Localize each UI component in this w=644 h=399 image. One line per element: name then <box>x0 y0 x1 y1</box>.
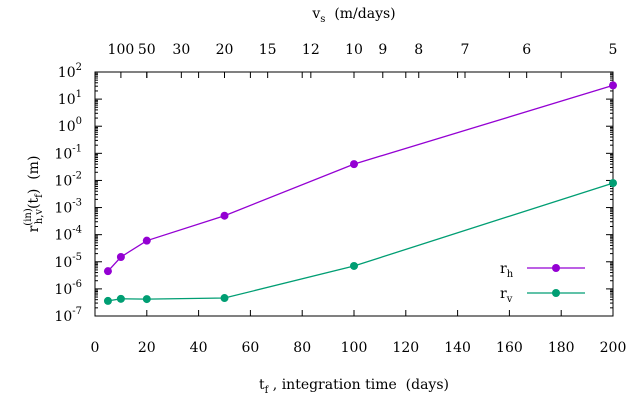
legend-label: rh <box>500 261 514 280</box>
top-axis-title: vs (m/days) <box>311 6 395 25</box>
x-tick-label: 140 <box>444 340 471 356</box>
legend-swatch-marker <box>552 264 560 272</box>
y-tick-label: 100 <box>58 116 82 135</box>
x-tick-label: 20 <box>138 340 156 356</box>
x-tick-label: 80 <box>293 340 311 356</box>
x-tick-label: 120 <box>392 340 419 356</box>
x-tick-label: 160 <box>496 340 523 356</box>
top-tick-label: 100 <box>108 42 135 58</box>
y-tick-label: 10-3 <box>54 198 82 217</box>
data-point-r-h <box>220 211 229 220</box>
y-tick-label: 10-4 <box>54 225 82 244</box>
y-tick-label: 101 <box>58 89 82 108</box>
data-point-r-v <box>220 294 229 303</box>
x-tick-label: 180 <box>548 340 575 356</box>
top-tick-label: 12 <box>302 42 320 58</box>
x-tick-label: 60 <box>241 340 259 356</box>
top-tick-label: 15 <box>259 42 277 58</box>
y-axis-title: r(in)h,v(tf) (m) <box>23 156 45 233</box>
legend: rh rv <box>500 261 585 305</box>
legend-swatch-marker <box>552 289 560 297</box>
y-tick-label: 10-7 <box>54 306 82 325</box>
x-tick-label: 40 <box>190 340 208 356</box>
top-tick-label: 10 <box>345 42 363 58</box>
top-tick-label: 6 <box>522 42 531 58</box>
data-point-r-h <box>116 253 125 262</box>
data-point-r-h <box>350 160 358 169</box>
data-point-r-h <box>142 236 151 245</box>
y-tick-label: 10-5 <box>54 252 82 271</box>
data-point-r-v <box>103 296 112 305</box>
series-line-r-v <box>107 182 614 302</box>
y-tick-label: 102 <box>58 62 82 81</box>
x-tick-label: 200 <box>600 340 627 356</box>
top-tick-label: 9 <box>378 42 387 58</box>
top-tick-label: 7 <box>461 42 470 58</box>
top-tick-label: 8 <box>414 42 423 58</box>
legend-label: rv <box>500 286 513 305</box>
top-tick-label: 20 <box>216 42 234 58</box>
top-tick-label: 50 <box>138 42 156 58</box>
data-point-r-v <box>142 295 151 304</box>
data-point-r-v <box>609 179 617 188</box>
top-tick-label: 30 <box>172 42 190 58</box>
x-tick-label: 100 <box>341 340 368 356</box>
x-tick-label: 0 <box>91 340 100 356</box>
data-point-r-v <box>116 294 125 303</box>
data-point-r-h <box>609 81 617 90</box>
data-point-r-h <box>103 267 112 276</box>
y-tick-label: 10-6 <box>54 279 82 298</box>
top-tick-label: 5 <box>609 42 618 58</box>
y-tick-label: 10-1 <box>54 143 82 162</box>
data-point-r-v <box>350 261 358 270</box>
x-axis-title: tf , integration time (days) <box>259 377 449 396</box>
series-line-r-h <box>107 84 614 272</box>
y-tick-label: 10-2 <box>54 170 82 189</box>
